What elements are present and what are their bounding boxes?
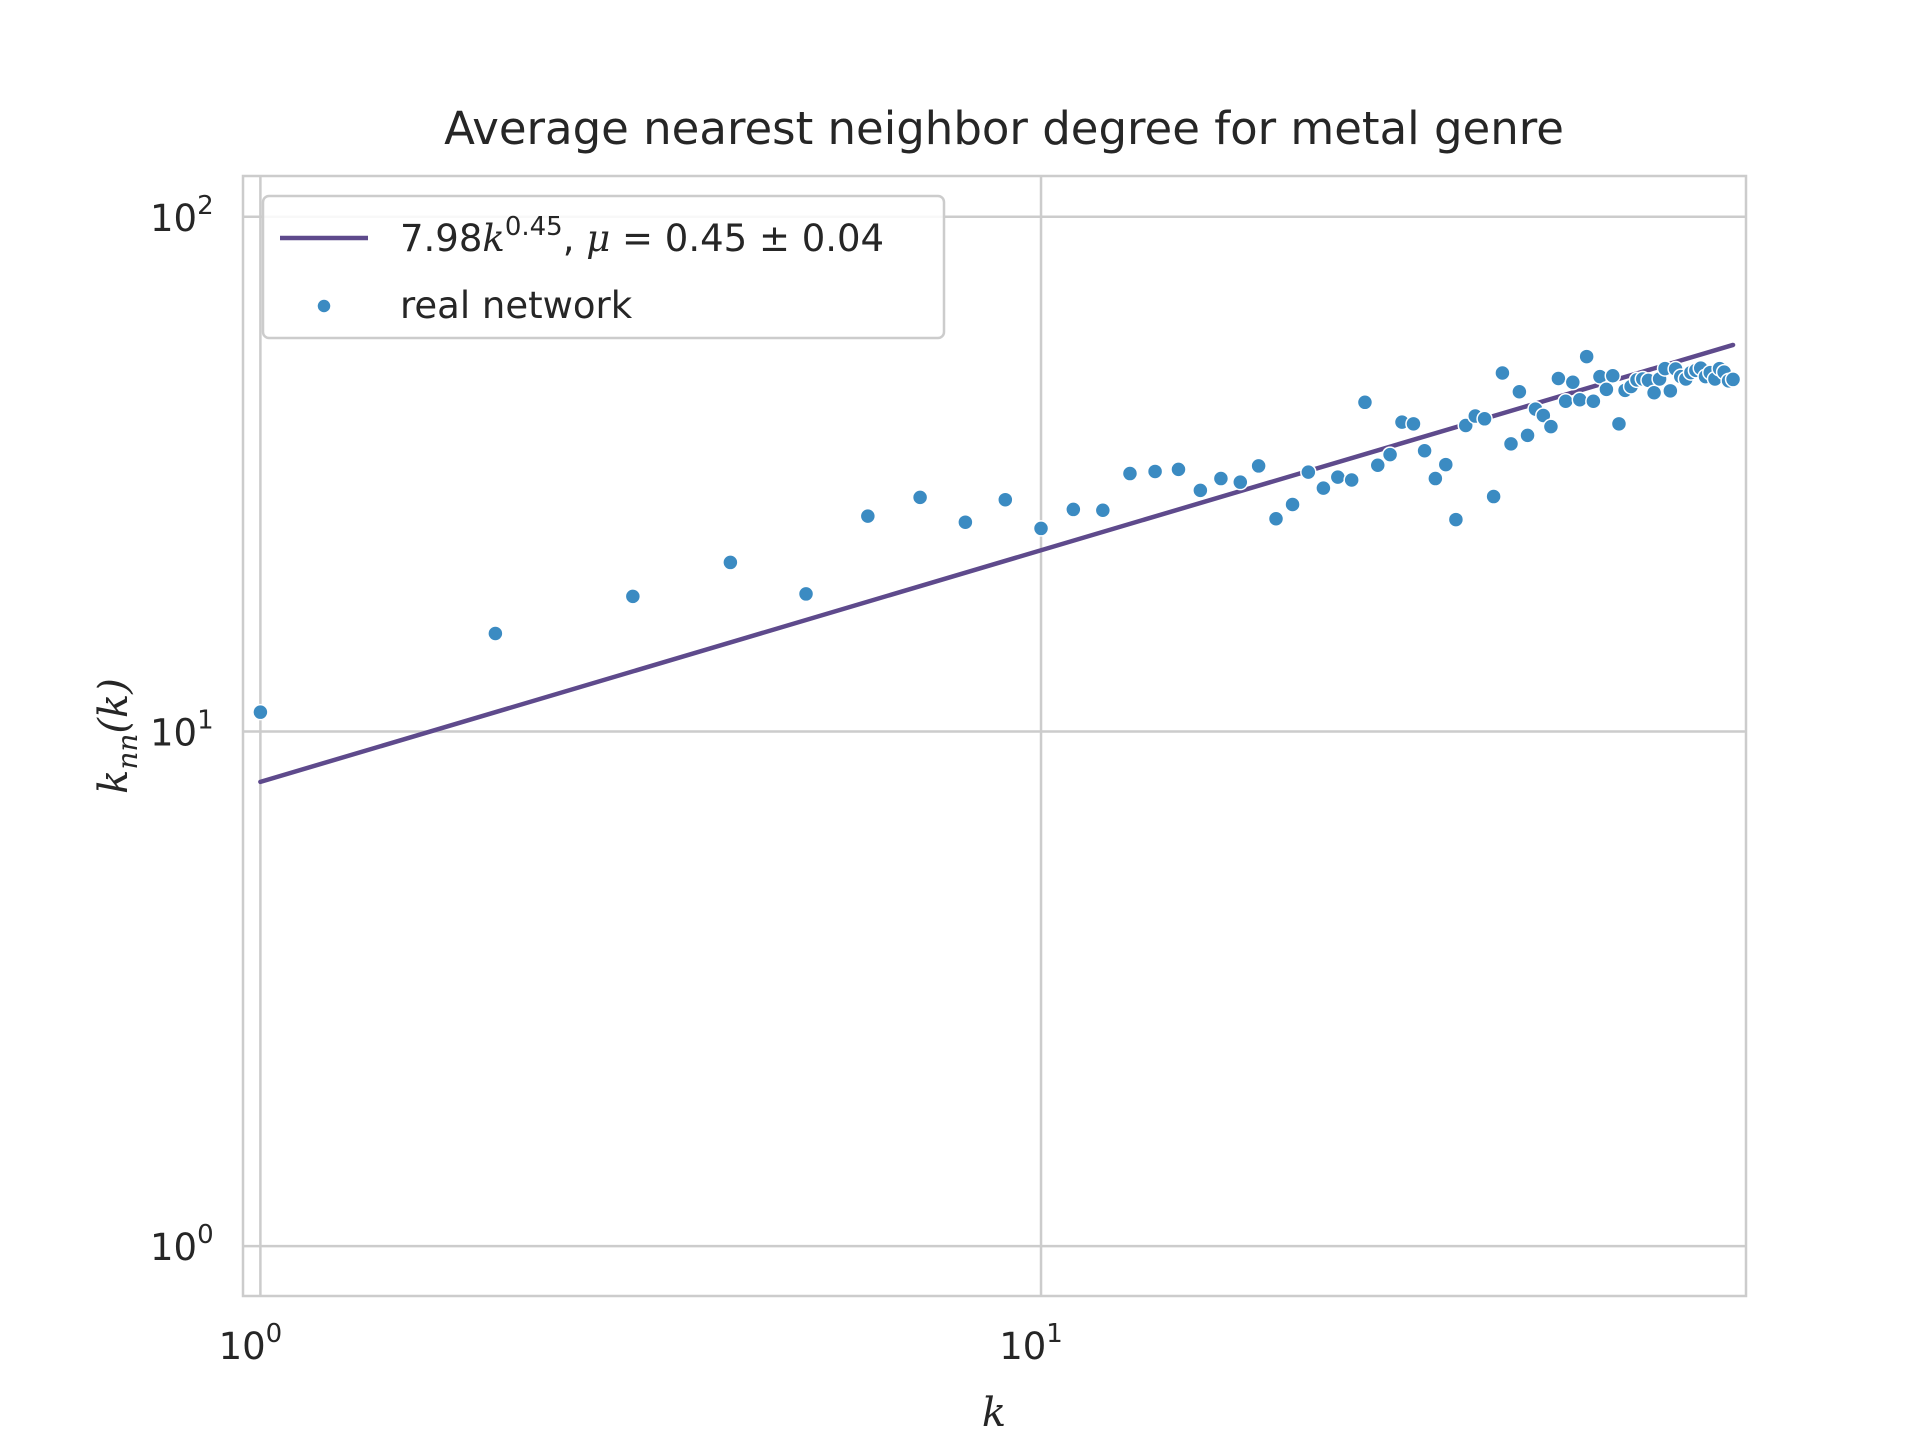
scatter-point <box>797 585 815 603</box>
scatter-point <box>1170 461 1187 478</box>
y-tick-label: 101 <box>150 705 214 754</box>
gridlines <box>243 176 1746 1296</box>
scatter-point <box>1585 393 1602 410</box>
scatter-point <box>1564 373 1582 391</box>
y-axis-label-arg: (k) <box>91 678 137 733</box>
scatter-point <box>1604 367 1621 384</box>
y-tick-label: 102 <box>150 191 214 240</box>
scatter-point <box>1284 496 1301 513</box>
scatter-point <box>1192 482 1209 499</box>
scatter-point <box>1542 418 1560 435</box>
scatter-points-layer <box>252 348 1742 721</box>
scatter-point <box>1121 465 1139 482</box>
scatter-point <box>1065 501 1082 518</box>
legend-scatter-swatch <box>316 298 332 314</box>
scatter-point <box>1427 470 1444 487</box>
scatter-point <box>1315 479 1332 497</box>
scatter-point <box>1381 446 1399 463</box>
scatter-point <box>1405 415 1422 433</box>
scatter-point <box>1329 468 1347 486</box>
scatter-point <box>1519 427 1536 444</box>
scatter-point <box>1146 463 1164 480</box>
legend-scatter-label: real network <box>400 284 633 327</box>
scatter-point <box>487 625 504 642</box>
y-axis-label-k: k <box>91 770 137 794</box>
scatter-point <box>1550 370 1567 387</box>
scatter-point <box>1662 382 1679 400</box>
scatter-point <box>997 491 1014 508</box>
scatter-point <box>1645 384 1663 402</box>
y-axis-label-subscript: nn <box>111 734 144 770</box>
scatter-point <box>1343 471 1360 489</box>
scatter-point <box>624 588 642 605</box>
legend-fit-label: 7.98k0.45, μ = 0.45 ± 0.04 <box>400 212 884 260</box>
scatter-point <box>1267 510 1285 527</box>
legend: 7.98k0.45, μ = 0.45 ± 0.04 real network <box>261 194 946 340</box>
scatter-point <box>1476 410 1493 428</box>
scatter-point <box>1250 457 1267 475</box>
scatter-point <box>1416 442 1433 460</box>
axes-background <box>243 176 1746 1296</box>
scatter-point <box>1502 435 1520 453</box>
scatter-point <box>1094 502 1112 519</box>
plot-area <box>241 174 1748 1298</box>
y-tick-label: 100 <box>150 1220 214 1269</box>
legend-box <box>261 194 946 340</box>
scatter-point <box>1578 348 1595 365</box>
scatter-point <box>1610 415 1628 433</box>
x-tick-labels: 100 101 <box>219 1319 1063 1368</box>
scatter-point <box>1571 391 1589 409</box>
y-tick-labels: 100 101 102 <box>150 191 214 1269</box>
scatter-point <box>1598 381 1615 398</box>
scatter-point <box>1300 463 1317 481</box>
scatter-point <box>1485 488 1502 505</box>
scatter-point <box>1557 393 1574 410</box>
scatter-point <box>252 703 269 721</box>
scatter-point <box>1724 371 1742 388</box>
scatter-point <box>1356 394 1374 411</box>
x-tick-label: 101 <box>999 1319 1063 1368</box>
scatter-point <box>957 513 974 531</box>
x-axis-label: k <box>982 1390 1006 1436</box>
scatter-point <box>1447 511 1465 528</box>
scatter-point <box>1494 364 1511 382</box>
x-tick-label: 100 <box>219 1319 283 1368</box>
scatter-point <box>859 507 877 525</box>
scatter-point <box>1212 470 1230 487</box>
scatter-point <box>1511 383 1528 401</box>
chart-title: Average nearest neighbor degree for meta… <box>444 102 1564 155</box>
scatter-point <box>1032 520 1050 537</box>
scatter-point <box>1369 456 1387 474</box>
scatter-point <box>1535 407 1552 424</box>
scatter-point <box>722 554 739 571</box>
scatter-point <box>911 489 929 506</box>
scatter-point <box>1437 456 1455 473</box>
axes-frame <box>241 174 1748 1298</box>
scatter-point <box>1232 473 1249 491</box>
y-axis-label: knn(k) <box>91 678 144 794</box>
